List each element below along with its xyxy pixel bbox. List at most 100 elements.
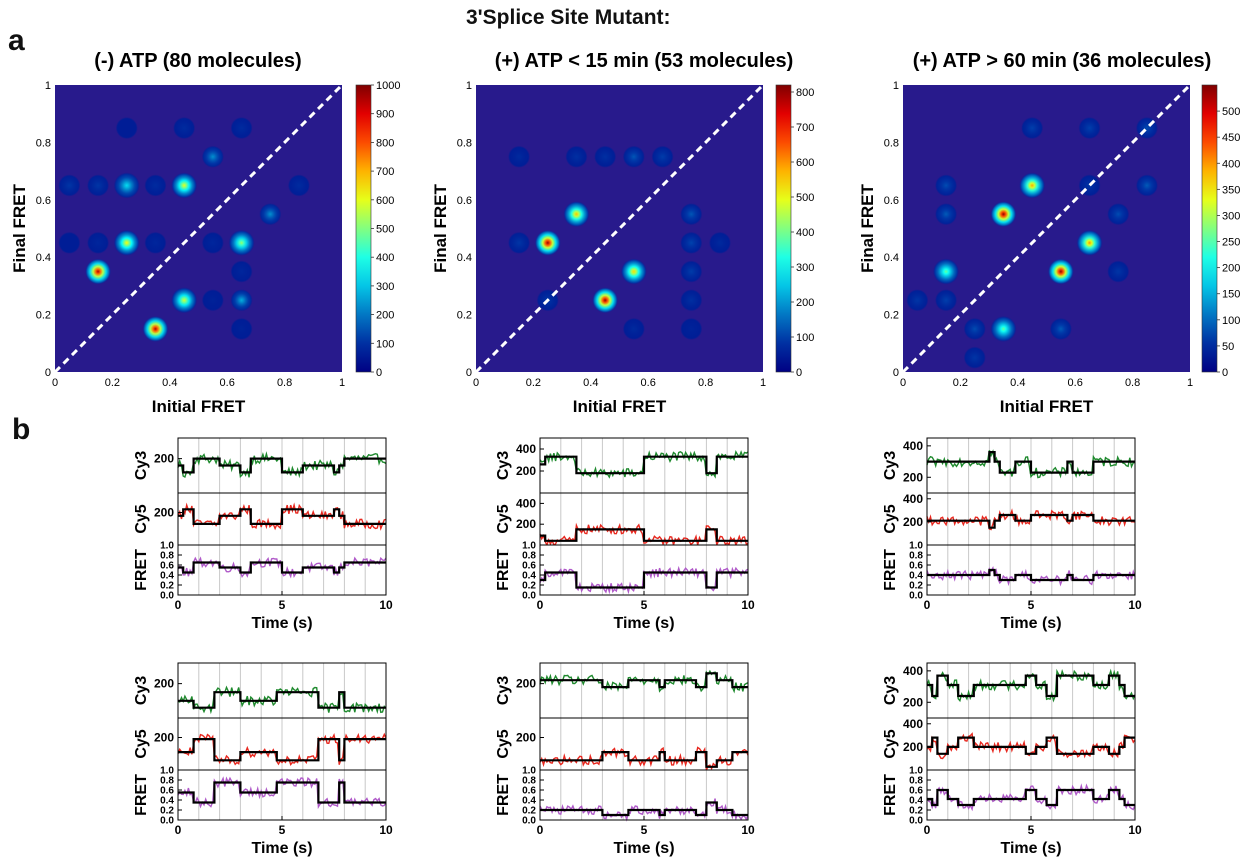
fit-trace bbox=[178, 457, 386, 474]
heatmap-peak bbox=[85, 258, 112, 285]
y-tick-label: 0.8 bbox=[36, 137, 51, 149]
y-tick-label: 0.2 bbox=[909, 581, 923, 592]
colorbar-tick-label: 900 bbox=[376, 109, 394, 121]
fit-trace bbox=[927, 674, 1135, 698]
heatmap-peak bbox=[963, 346, 986, 369]
y-tick-label: 0.2 bbox=[457, 310, 472, 322]
y-tick-label: 0.2 bbox=[160, 581, 174, 592]
y-tick-label: 0.0 bbox=[522, 591, 536, 602]
colorbar-tick-label: 600 bbox=[796, 157, 814, 169]
track-cy5: 200 Cy5 bbox=[495, 717, 749, 771]
y-tick-label: 0.0 bbox=[909, 591, 923, 602]
x-tick-label: 0 bbox=[473, 377, 479, 389]
colorbar-tick-label: 100 bbox=[376, 338, 394, 350]
fit-trace bbox=[927, 788, 1135, 807]
heatmap-peak bbox=[1019, 172, 1046, 199]
y-tick-label: 1.0 bbox=[909, 766, 923, 777]
y-tick-label: 200 bbox=[516, 464, 536, 478]
fit-trace bbox=[540, 571, 748, 589]
x-axis-label: Time (s) bbox=[613, 840, 674, 857]
colorbar-tick-label: 300 bbox=[1222, 210, 1240, 222]
heatmap-peak bbox=[534, 229, 561, 256]
colorbar-tick-label: 450 bbox=[1222, 132, 1240, 144]
y-tick-label: 0.2 bbox=[522, 806, 536, 817]
y-tick-label: 200 bbox=[516, 677, 536, 691]
y-tick-label: 200 bbox=[154, 677, 174, 691]
y-tick-label: 400 bbox=[903, 717, 923, 731]
heatmap-peak bbox=[144, 231, 167, 254]
heatmap-peak bbox=[1021, 117, 1044, 140]
heatmap-peak bbox=[259, 203, 282, 226]
colorbar-tick-label: 800 bbox=[376, 137, 394, 149]
x-tick-label: 5 bbox=[1028, 823, 1035, 837]
heatmap-peak bbox=[171, 287, 198, 314]
x-tick-label: 10 bbox=[379, 598, 393, 612]
y-tick-label: 0.8 bbox=[909, 776, 923, 787]
track-label: Cy5 bbox=[133, 504, 150, 533]
x-tick-label: 0.8 bbox=[1125, 377, 1140, 389]
heatmap-peak bbox=[201, 231, 224, 254]
y-tick-label: 0 bbox=[893, 367, 899, 379]
colorbar-tick-label: 400 bbox=[376, 252, 394, 264]
y-tick-label: 1.0 bbox=[160, 541, 174, 552]
track-fret: 0.00.20.40.60.81.0 FRET bbox=[495, 541, 749, 602]
y-tick-label: 0.6 bbox=[36, 195, 51, 207]
track-fret: 0.00.20.40.60.81.0 FRET bbox=[882, 766, 1136, 827]
y-tick-label: 0.4 bbox=[457, 252, 472, 264]
colorbar-tick-label: 800 bbox=[796, 87, 814, 99]
track-fret: 0.00.20.40.60.81.0 FRET bbox=[882, 541, 1136, 602]
track-label: Cy5 bbox=[495, 504, 512, 533]
heatmap-peak bbox=[230, 117, 253, 140]
colorbar-tick-label: 100 bbox=[1222, 315, 1240, 327]
heatmap-peak bbox=[651, 145, 674, 168]
track-label: Cy3 bbox=[133, 451, 150, 480]
fit-trace bbox=[540, 750, 748, 768]
x-tick-label: 0 bbox=[52, 377, 58, 389]
x-tick-label: 0.8 bbox=[277, 377, 292, 389]
x-axis-label: Time (s) bbox=[1000, 840, 1061, 857]
y-tick-label: 400 bbox=[516, 496, 536, 510]
fit-trace bbox=[540, 801, 748, 817]
heatmap-peak bbox=[113, 172, 140, 199]
figure-title: 3'Splice Site Mutant: bbox=[466, 6, 671, 29]
heatmap-peak bbox=[933, 258, 960, 285]
y-tick-label: 1 bbox=[893, 80, 899, 92]
x-tick-label: 5 bbox=[279, 823, 286, 837]
x-tick-label: 1 bbox=[339, 377, 345, 389]
y-tick-label: 0.4 bbox=[522, 571, 536, 582]
x-tick-label: 0 bbox=[924, 823, 931, 837]
y-tick-label: 400 bbox=[903, 664, 923, 678]
x-tick-label: 0.6 bbox=[220, 377, 235, 389]
y-axis-label: Final FRET bbox=[431, 183, 450, 272]
y-tick-label: 0.8 bbox=[457, 137, 472, 149]
heatmap-peak bbox=[171, 172, 198, 199]
y-tick-label: 0.2 bbox=[909, 806, 923, 817]
diagonal-line bbox=[474, 83, 765, 374]
y-tick-label: 0.6 bbox=[160, 786, 174, 797]
y-tick-label: 0.0 bbox=[160, 816, 174, 827]
track-cy3: 200 400 Cy3 bbox=[495, 437, 749, 494]
x-tick-label: 5 bbox=[1028, 598, 1035, 612]
heatmap-peak bbox=[680, 203, 703, 226]
y-tick-label: 0.4 bbox=[884, 252, 899, 264]
trace-set-1: 200 Cy3 200 Cy5 0.00.20.40.60.81.0 FRET 0 5 10 Ti… bbox=[133, 437, 393, 632]
x-axis-label: Time (s) bbox=[613, 615, 674, 632]
heatmap-peak bbox=[87, 231, 110, 254]
track-cy5: 200 400 Cy5 bbox=[495, 492, 749, 548]
y-tick-label: 1.0 bbox=[522, 541, 536, 552]
y-tick-label: 0.6 bbox=[522, 786, 536, 797]
x-tick-label: 0 bbox=[924, 598, 931, 612]
y-tick-label: 1 bbox=[466, 80, 472, 92]
colorbar-tick-label: 50 bbox=[1222, 341, 1234, 353]
track-label: FRET bbox=[133, 774, 150, 816]
colorbar-tick-label: 700 bbox=[376, 166, 394, 178]
colorbar-tick-label: 150 bbox=[1222, 289, 1240, 301]
heatmap-peak bbox=[228, 229, 255, 256]
colorbar bbox=[775, 84, 792, 373]
heatmap-title: (+) ATP > 60 min (36 molecules) bbox=[913, 50, 1212, 72]
x-tick-label: 10 bbox=[1128, 823, 1142, 837]
y-tick-label: 1.0 bbox=[522, 766, 536, 777]
heatmap-peak bbox=[680, 289, 703, 312]
track-cy3: 200 Cy3 bbox=[133, 662, 387, 719]
